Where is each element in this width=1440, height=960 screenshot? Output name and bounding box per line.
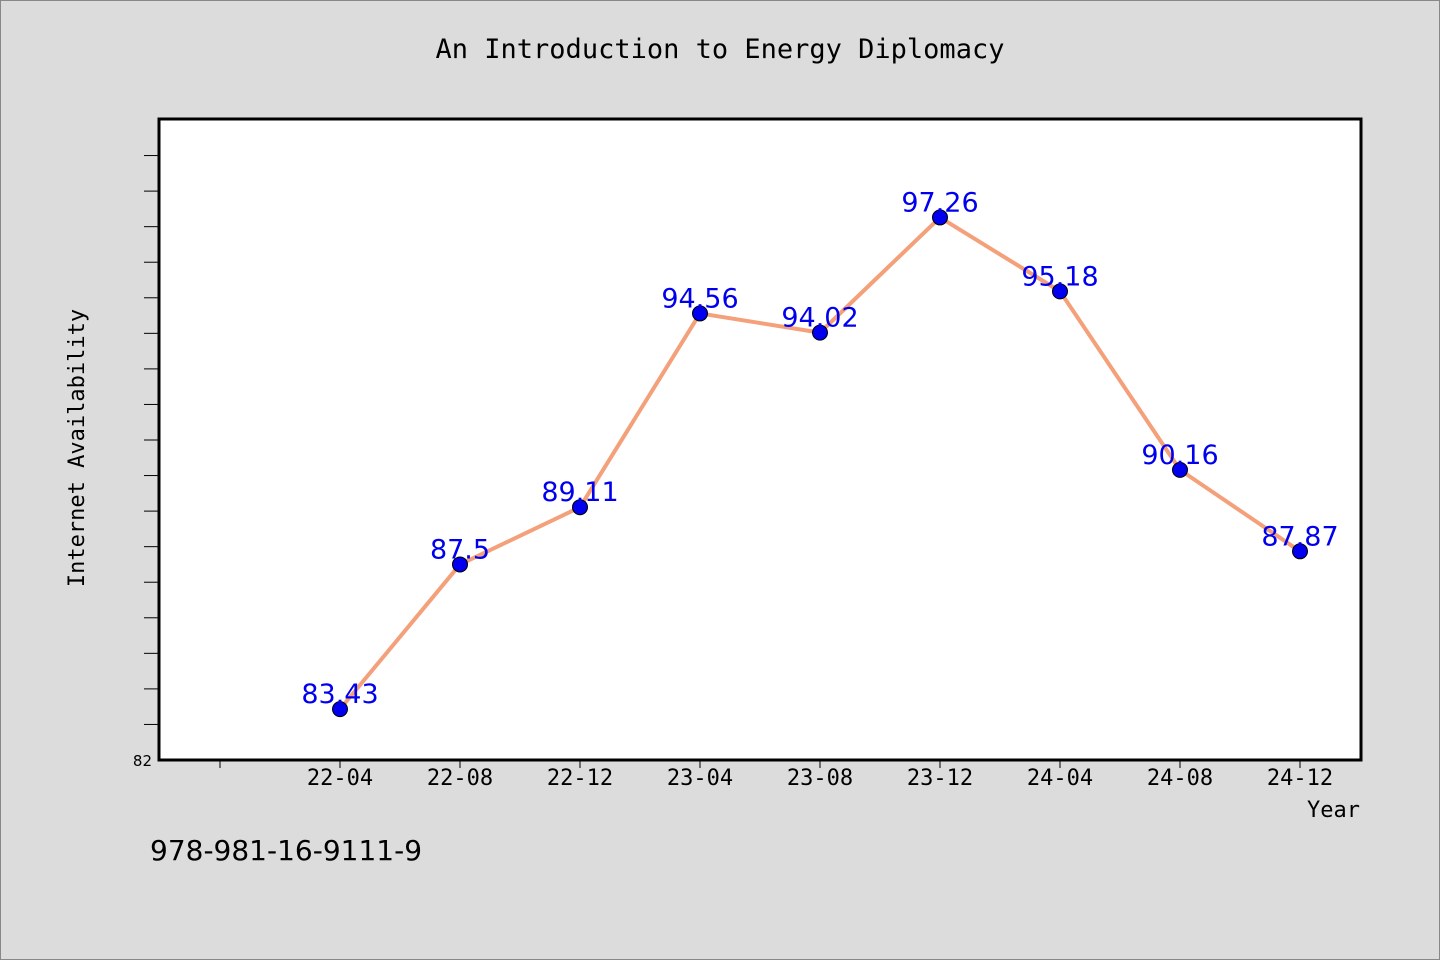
x-tick-label: 24-04 <box>1027 766 1093 791</box>
data-point <box>692 305 708 322</box>
y-tick-label: 82 <box>133 752 152 770</box>
x-axis-label: Year <box>1307 798 1360 823</box>
data-point <box>932 209 948 226</box>
data-label: 94.56 <box>661 283 738 314</box>
data-label: 83.43 <box>301 679 378 710</box>
x-tick-label: 23-12 <box>907 766 973 791</box>
data-label: 89.11 <box>541 477 618 508</box>
x-axis-ticks: 22-04 22-08 22-12 23-04 23-08 23-12 24-04 24-08… <box>219 760 1333 791</box>
x-tick-label: 23-04 <box>667 766 733 791</box>
data-markers <box>332 209 1308 718</box>
data-label: 95.18 <box>1021 261 1098 292</box>
data-label: 97.26 <box>901 187 978 218</box>
data-point <box>812 324 828 341</box>
x-tick-label: 24-12 <box>1267 766 1333 791</box>
data-point <box>1292 543 1308 560</box>
data-label: 87.5 <box>430 534 490 565</box>
data-point <box>452 556 468 573</box>
x-tick-label: 22-08 <box>427 766 493 791</box>
data-point <box>572 499 588 516</box>
data-label: 94.02 <box>781 303 858 334</box>
x-tick-label: 22-12 <box>547 766 613 791</box>
data-point <box>332 701 348 718</box>
data-label: 90.16 <box>1141 440 1218 471</box>
data-point <box>1052 283 1068 300</box>
isbn-label: 978-981-16-9111-9 <box>150 834 423 867</box>
y-axis-label: Internet Availability <box>65 309 90 587</box>
x-tick-label: 24-08 <box>1147 766 1213 791</box>
x-tick-label: 23-08 <box>787 766 853 791</box>
x-tick-label: 22-04 <box>307 766 373 791</box>
data-point <box>1172 461 1188 478</box>
data-labels: 83.43 87.5 89.11 94.56 94.02 97.26 95.18 90.16 8… <box>301 187 1338 710</box>
y-axis-ticks: 82 <box>133 155 160 770</box>
data-label: 87.87 <box>1261 521 1338 552</box>
chart-title: An Introduction to Energy Diplomacy <box>435 34 1005 65</box>
